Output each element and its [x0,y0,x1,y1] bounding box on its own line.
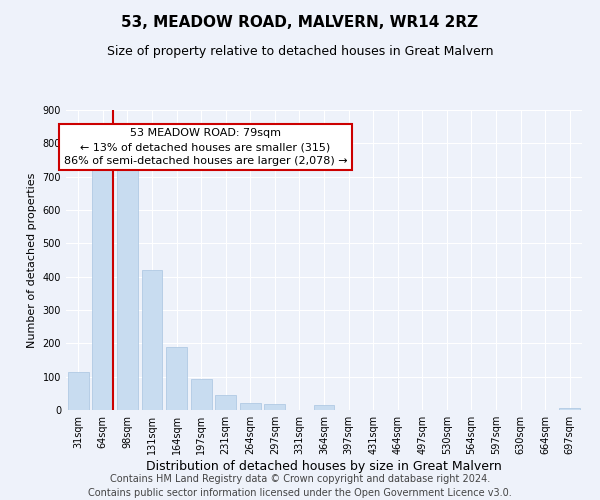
Bar [117,160,138,410]
Bar [314,405,334,410]
Bar [215,394,236,410]
Bar [559,408,580,410]
Y-axis label: Number of detached properties: Number of detached properties [27,172,37,348]
X-axis label: Distribution of detached houses by size in Great Malvern: Distribution of detached houses by size … [146,460,502,473]
Bar [191,379,212,410]
Bar [142,270,163,410]
Bar [68,372,89,410]
Bar [265,404,286,410]
Bar [92,160,113,410]
Text: Size of property relative to detached houses in Great Malvern: Size of property relative to detached ho… [107,45,493,58]
Bar [166,346,187,410]
Text: 53 MEADOW ROAD: 79sqm
← 13% of detached houses are smaller (315)
86% of semi-det: 53 MEADOW ROAD: 79sqm ← 13% of detached … [64,128,347,166]
Text: 53, MEADOW ROAD, MALVERN, WR14 2RZ: 53, MEADOW ROAD, MALVERN, WR14 2RZ [121,15,479,30]
Bar [240,402,261,410]
Text: Contains HM Land Registry data © Crown copyright and database right 2024.
Contai: Contains HM Land Registry data © Crown c… [88,474,512,498]
